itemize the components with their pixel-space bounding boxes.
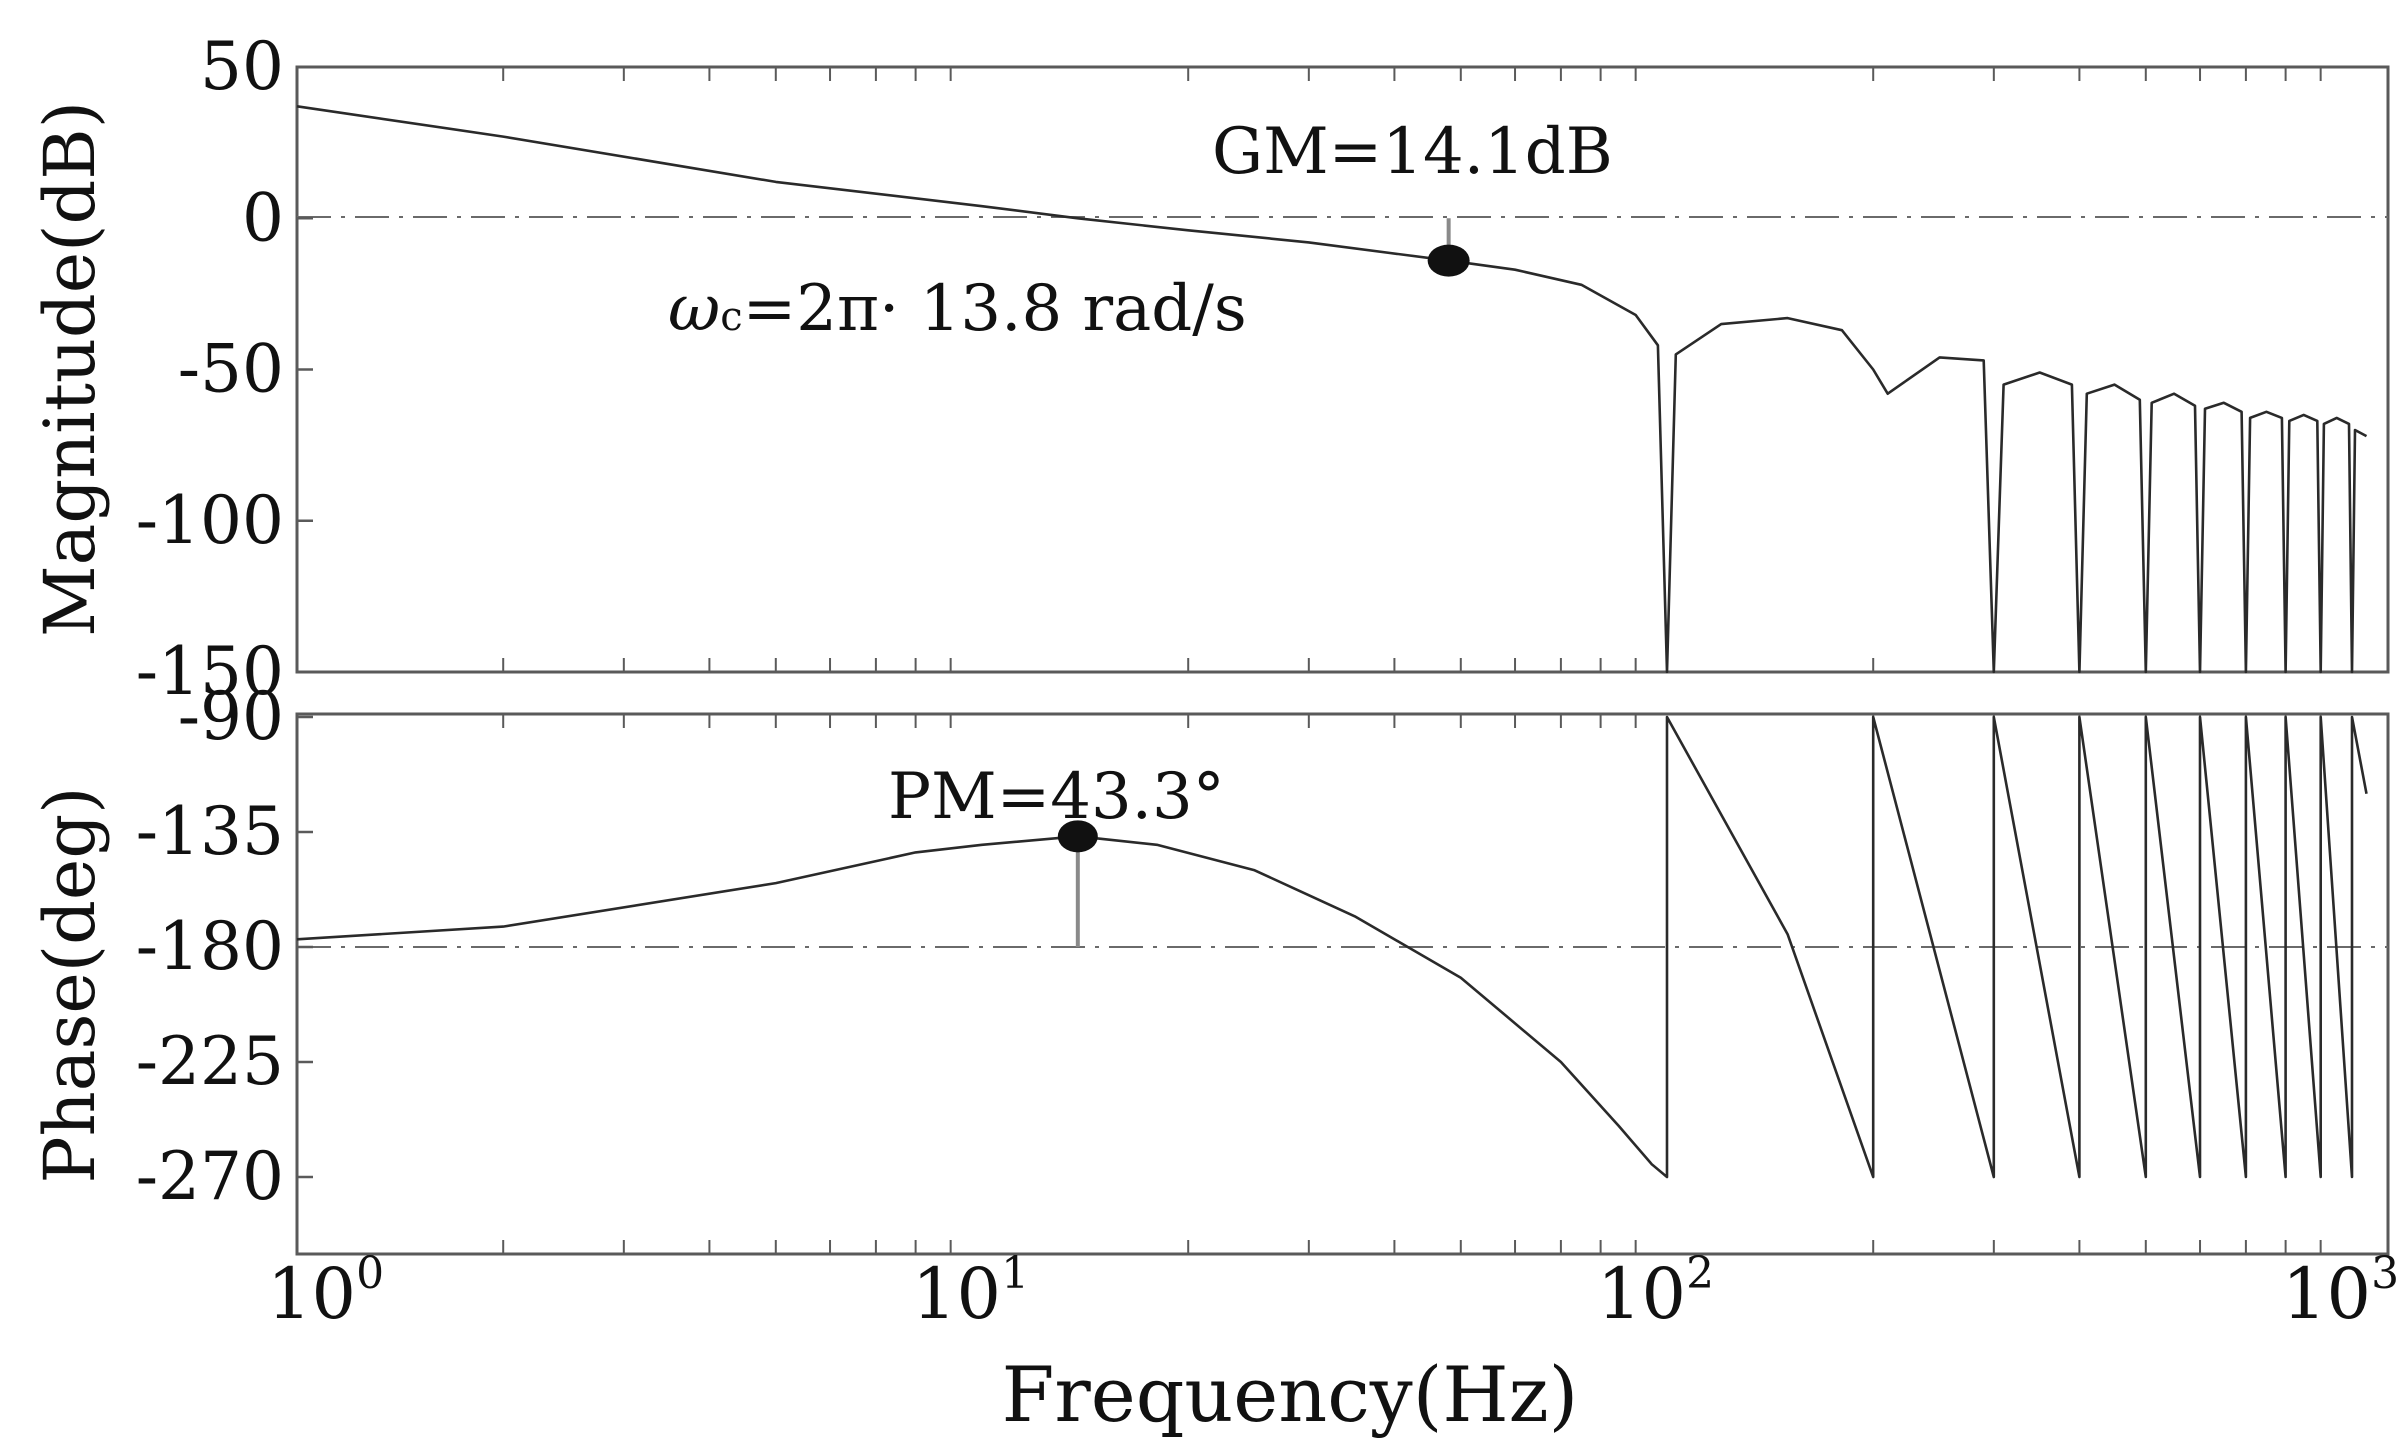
crossover-omega-symbol: ω [668,272,720,346]
y-tick-label: -150 [136,633,284,710]
x-tick-label: 102 [1597,1248,1714,1335]
y-tick-label: -100 [136,482,284,559]
crossover-value: =2π· 13.8 rad/s [743,272,1247,346]
phase-margin-marker-dot [1057,820,1098,853]
y-tick-label: -180 [136,908,284,985]
y-tick-label: -90 [178,678,284,755]
y-tick-label: -225 [136,1023,284,1100]
y-tick-label: 50 [200,28,284,105]
magnitude-y-ticks: 50 0 -50 -100 -150 [136,28,313,710]
y-tick-label: -270 [136,1138,284,1215]
magnitude-y-axis-label: Magnitude(dB) [29,101,111,637]
gain-margin-marker-dot [1427,244,1470,277]
phase-y-axis-label: Phase(deg) [29,787,111,1184]
phase-curve [296,715,2368,1179]
phase-panel: -90-135-180-225-270 PM=43.3° Phase(deg) … [29,678,2399,1439]
y-tick-label: 0 [242,179,284,256]
magnitude-panel: 50 0 -50 -100 -150 GM=14.1dB ωc=2π· 13.8 rad… [29,28,2390,710]
x-tick-label: 100 [267,1248,384,1335]
y-tick-label: -135 [136,793,284,870]
phase-y-ticks: -90 -135 -180 -225 -270 [136,678,313,1215]
gain-margin-annotation: GM=14.1dB [1212,115,1613,189]
crossover-frequency-annotation: ωc=2π· 13.8 rad/s [668,272,1247,346]
x-tick-label: 103 [2282,1248,2399,1335]
y-tick-label: -50 [178,331,284,408]
phase-plot-frame [295,712,2390,1256]
phase-x-minor-ticks [502,714,2322,1254]
x-tick-label: 101 [912,1248,1029,1335]
crossover-subscript: c [720,294,742,340]
frequency-x-tick-labels: 100 101 102 103 [267,1248,2399,1335]
frequency-x-axis-label: Frequency(Hz) [1002,1350,1579,1439]
phase-margin-annotation: PM=43.3° [888,760,1225,834]
magnitude-curve [296,105,2368,674]
